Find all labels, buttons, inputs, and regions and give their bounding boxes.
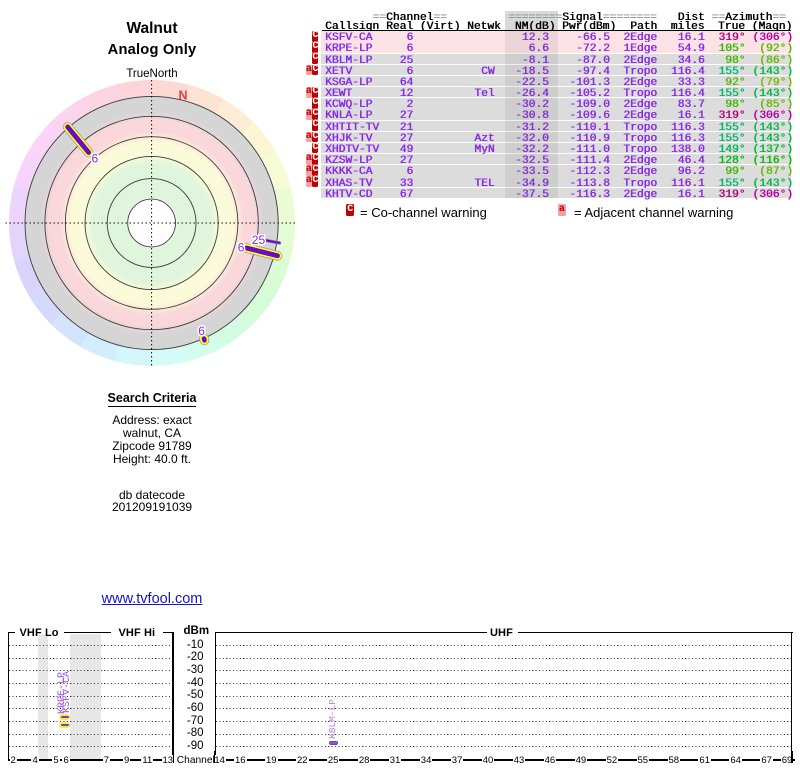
- svg-text:N: N: [179, 89, 188, 103]
- svg-text:25: 25: [252, 233, 266, 247]
- svg-text:6: 6: [198, 324, 205, 338]
- svg-text:6: 6: [92, 152, 99, 166]
- svg-text:6: 6: [238, 241, 245, 255]
